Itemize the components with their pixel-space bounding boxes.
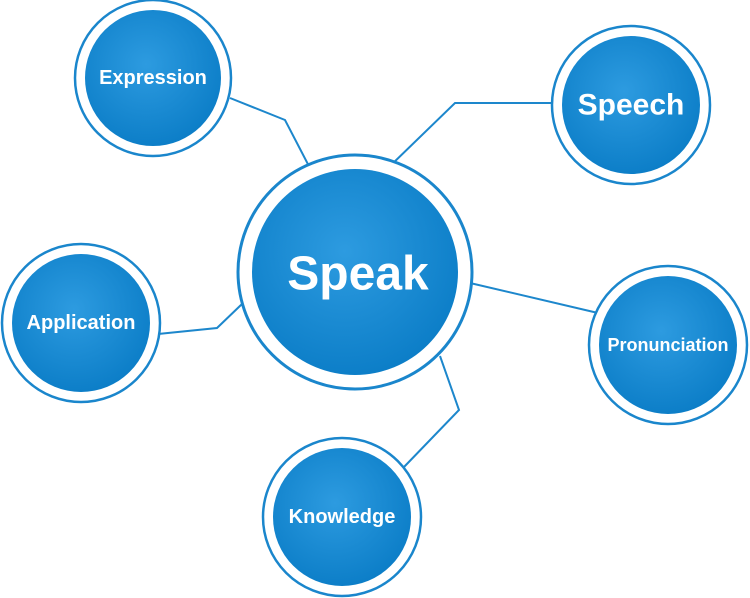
connector-knowledge	[403, 355, 461, 468]
node-knowledge: Knowledge	[261, 436, 423, 598]
node-center-speak: Speak	[236, 153, 474, 391]
connector-pronunciation	[469, 282, 599, 314]
node-application-label: Application	[27, 312, 136, 334]
connectors	[157, 97, 599, 468]
node-expression-label: Expression	[99, 67, 207, 89]
node-speech-label: Speech	[578, 89, 685, 122]
connector-expression	[229, 97, 313, 173]
node-application: Application	[0, 242, 162, 404]
node-speech: Speech	[550, 24, 712, 186]
node-knowledge-label: Knowledge	[289, 506, 396, 528]
node-pronunciation-label: Pronunciation	[608, 335, 729, 355]
node-expression: Expression	[73, 0, 233, 158]
node-pronunciation: Pronunciation	[587, 264, 749, 426]
connector-speech	[387, 102, 553, 169]
connector-application	[157, 303, 243, 335]
node-center-label: Speak	[287, 248, 429, 301]
